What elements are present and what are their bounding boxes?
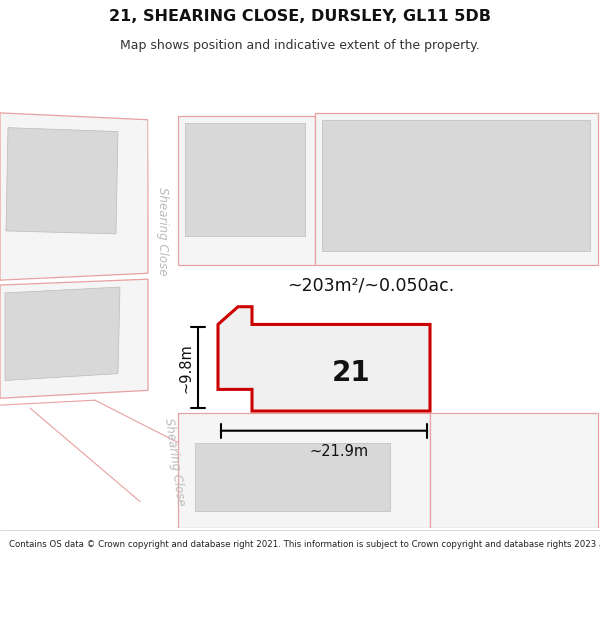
- Polygon shape: [218, 307, 430, 411]
- Text: Shearing Close: Shearing Close: [157, 187, 170, 275]
- Polygon shape: [185, 122, 305, 236]
- Polygon shape: [430, 413, 598, 528]
- Polygon shape: [178, 413, 430, 528]
- Polygon shape: [315, 113, 598, 266]
- Text: 21: 21: [332, 359, 370, 387]
- Polygon shape: [0, 113, 148, 280]
- Polygon shape: [178, 116, 315, 266]
- Text: ~203m²/~0.050ac.: ~203m²/~0.050ac.: [287, 277, 455, 295]
- Polygon shape: [195, 442, 390, 511]
- Polygon shape: [148, 59, 178, 393]
- Polygon shape: [5, 287, 120, 381]
- Polygon shape: [0, 399, 180, 528]
- Text: Contains OS data © Crown copyright and database right 2021. This information is : Contains OS data © Crown copyright and d…: [9, 540, 600, 549]
- Polygon shape: [322, 120, 590, 251]
- Polygon shape: [0, 279, 148, 398]
- Text: ~21.9m: ~21.9m: [310, 444, 368, 459]
- Text: Shearing Close: Shearing Close: [163, 418, 188, 507]
- Text: ~9.8m: ~9.8m: [178, 343, 193, 392]
- Text: 21, SHEARING CLOSE, DURSLEY, GL11 5DB: 21, SHEARING CLOSE, DURSLEY, GL11 5DB: [109, 9, 491, 24]
- Text: Map shows position and indicative extent of the property.: Map shows position and indicative extent…: [120, 39, 480, 52]
- Polygon shape: [6, 127, 118, 234]
